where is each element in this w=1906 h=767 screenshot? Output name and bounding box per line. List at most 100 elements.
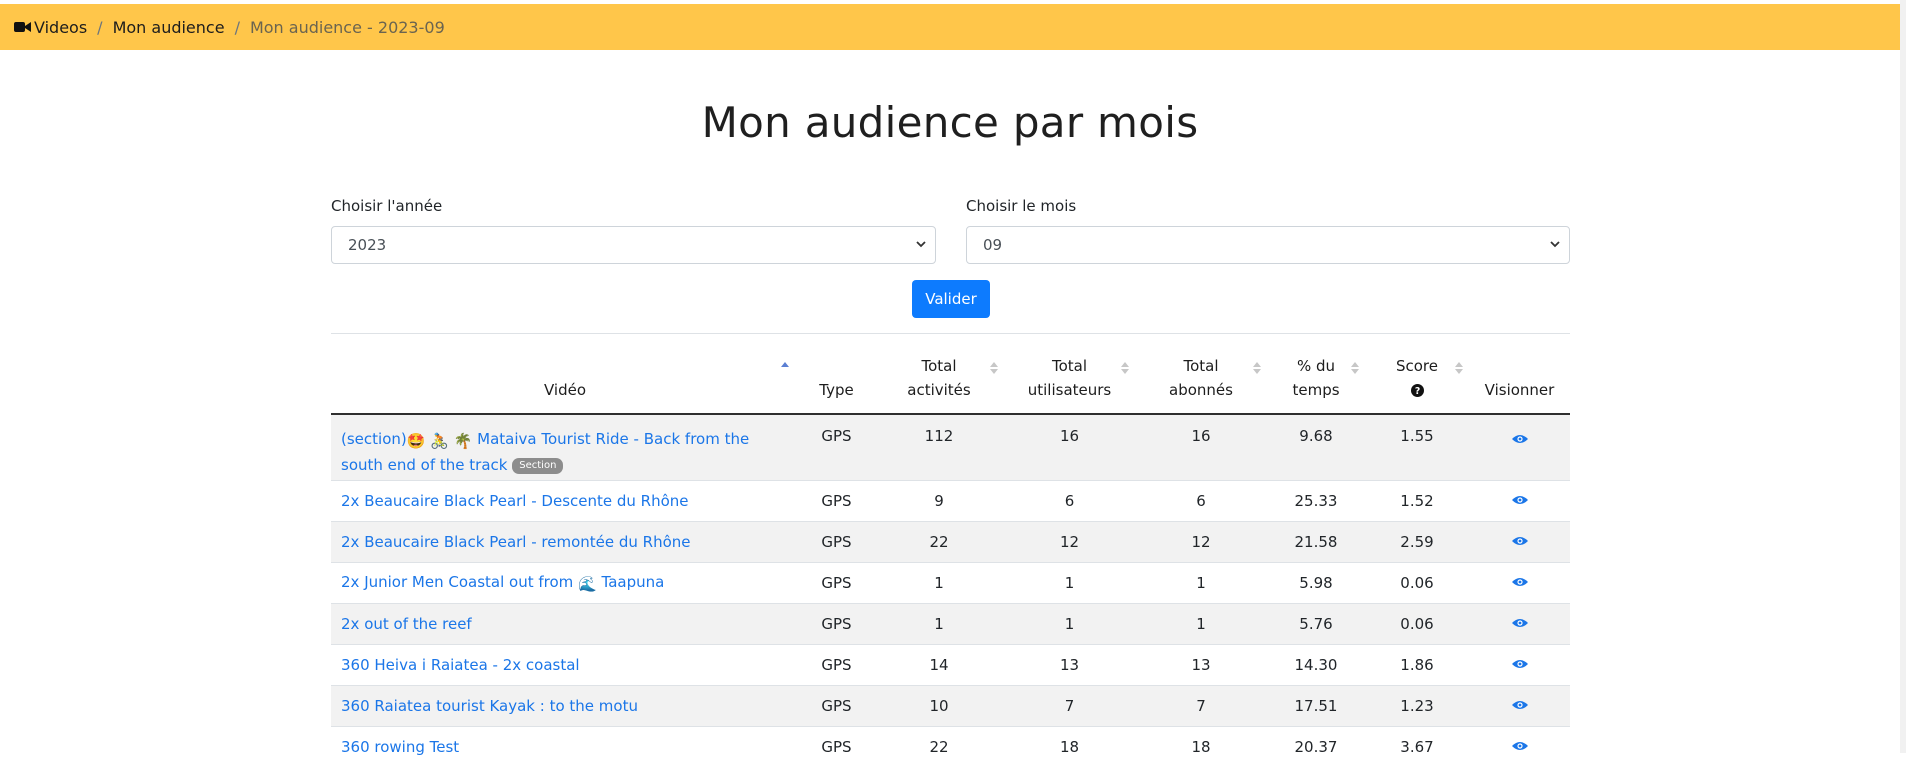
table-row: 2x out of the reef GPS 1 1 1 5.76 0.06 — [331, 602, 1570, 644]
score-cell: 2.59 — [1365, 520, 1469, 562]
header-utilisateurs[interactable]: Total utilisateurs — [1004, 334, 1135, 415]
header-score[interactable]: Score ? — [1365, 334, 1469, 415]
breadcrumb-separator: / — [97, 17, 103, 37]
utilisateurs-cell: 12 — [1004, 520, 1135, 562]
month-select[interactable]: 09 — [966, 226, 1570, 264]
svg-text:?: ? — [1414, 386, 1419, 397]
video-link[interactable]: 2x Junior Men Coastal out from 🌊 Taapuna — [331, 561, 799, 603]
score-cell: 0.06 — [1365, 561, 1469, 603]
eye-icon[interactable] — [1511, 699, 1528, 711]
eye-icon[interactable] — [1511, 658, 1528, 670]
utilisateurs-cell: 1 — [1004, 561, 1135, 603]
table-row: 360 Raiatea tourist Kayak : to the motu … — [331, 684, 1570, 726]
header-visionner: Visionner — [1469, 334, 1570, 415]
breadcrumb-videos-link[interactable]: Videos — [14, 18, 87, 37]
breadcrumb-current: Mon audience - 2023-09 — [249, 17, 445, 37]
temps-cell: 9.68 — [1267, 413, 1365, 480]
sort-icon — [990, 362, 998, 374]
video-link[interactable]: 360 rowing Test — [331, 725, 799, 767]
utilisateurs-cell: 13 — [1004, 643, 1135, 685]
eye-icon[interactable] — [1511, 494, 1528, 506]
section-divider — [331, 333, 1570, 334]
eye-icon[interactable] — [1511, 740, 1528, 752]
visionner-cell — [1469, 725, 1570, 767]
video-link[interactable]: 360 Raiatea tourist Kayak : to the motu — [331, 684, 799, 726]
month-select-value: 09 — [983, 236, 1003, 254]
breadcrumb-mon-audience-link[interactable]: Mon audience — [112, 17, 225, 37]
activites-cell: 1 — [874, 602, 1004, 644]
table-header-row: Vidéo Type Total activités Total utilisa… — [331, 334, 1570, 415]
breadcrumb-separator: / — [234, 17, 240, 37]
type-cell: GPS — [799, 413, 874, 480]
eye-icon[interactable] — [1511, 576, 1528, 588]
activites-cell: 9 — [874, 479, 1004, 521]
sort-icon — [1121, 362, 1129, 374]
header-score-label: Score — [1395, 357, 1438, 375]
header-video-label: Vidéo — [543, 381, 587, 399]
temps-cell: 25.33 — [1267, 479, 1365, 521]
video-link[interactable]: (section)🤩 🚴 🌴 Mataiva Tourist Ride - Ba… — [331, 413, 799, 480]
header-video[interactable]: Vidéo — [331, 334, 799, 415]
visionner-cell — [1469, 643, 1570, 685]
header-utilisateurs-line1: Total — [1051, 357, 1088, 375]
activites-cell: 22 — [874, 725, 1004, 767]
abonnes-cell: 13 — [1135, 643, 1267, 685]
year-label: Choisir l'année — [331, 197, 443, 215]
question-circle-icon[interactable]: ? — [1410, 384, 1424, 397]
temps-cell: 20.37 — [1267, 725, 1365, 767]
sort-icon — [1253, 362, 1261, 374]
month-label: Choisir le mois — [966, 197, 1077, 215]
header-abonnes-line1: Total — [1183, 357, 1219, 375]
utilisateurs-cell: 16 — [1004, 413, 1135, 480]
audience-table: Vidéo Type Total activités Total utilisa… — [331, 334, 1570, 767]
visionner-cell — [1469, 520, 1570, 562]
eye-icon[interactable] — [1511, 433, 1528, 445]
abonnes-cell: 1 — [1135, 561, 1267, 603]
temps-cell: 17.51 — [1267, 684, 1365, 726]
bicycle-emoji-icon: 🚴 — [430, 432, 449, 450]
activites-cell: 1 — [874, 561, 1004, 603]
score-cell: 3.67 — [1365, 725, 1469, 767]
table-row: 2x Beaucaire Black Pearl - Descente du R… — [331, 479, 1570, 521]
score-cell: 1.55 — [1365, 413, 1469, 480]
video-link[interactable]: 360 Heiva i Raiatea - 2x coastal — [331, 643, 799, 685]
temps-cell: 21.58 — [1267, 520, 1365, 562]
type-cell: GPS — [799, 602, 874, 644]
abonnes-cell: 7 — [1135, 684, 1267, 726]
table-row: 2x Junior Men Coastal out from 🌊 Taapuna… — [331, 561, 1570, 603]
activites-cell: 10 — [874, 684, 1004, 726]
eye-icon[interactable] — [1511, 617, 1528, 629]
utilisateurs-cell: 6 — [1004, 479, 1135, 521]
type-cell: GPS — [799, 725, 874, 767]
visionner-cell — [1469, 561, 1570, 603]
video-link[interactable]: 2x Beaucaire Black Pearl - remontée du R… — [331, 520, 799, 562]
valider-button[interactable]: Valider — [912, 280, 990, 318]
type-cell: GPS — [799, 520, 874, 562]
page-scrollbar[interactable] — [1900, 0, 1906, 753]
sort-icon — [1455, 362, 1463, 374]
video-link[interactable]: 2x Beaucaire Black Pearl - Descente du R… — [331, 479, 799, 521]
visionner-cell — [1469, 413, 1570, 480]
type-cell: GPS — [799, 643, 874, 685]
page-title: Mon audience par mois — [701, 98, 1199, 147]
star-struck-emoji-icon: 🤩 — [406, 432, 426, 450]
header-activites[interactable]: Total activités — [874, 334, 1004, 415]
video-link[interactable]: 2x out of the reef — [331, 602, 799, 644]
section-badge: Section — [512, 457, 564, 474]
score-cell: 1.86 — [1365, 643, 1469, 685]
temps-cell: 14.30 — [1267, 643, 1365, 685]
eye-icon[interactable] — [1511, 535, 1528, 547]
header-temps[interactable]: % du temps — [1267, 334, 1365, 415]
header-abonnes[interactable]: Total abonnés — [1135, 334, 1267, 415]
table-row: 2x Beaucaire Black Pearl - remontée du R… — [331, 520, 1570, 562]
wave-emoji-icon: 🌊 — [578, 574, 597, 593]
video-prefix: (section) — [341, 430, 407, 448]
breadcrumb-videos-label: Videos — [34, 17, 88, 37]
header-activites-line2: activités — [907, 381, 971, 399]
header-temps-line1: % du — [1296, 357, 1336, 375]
table-row: 360 rowing Test GPS 22 18 18 20.37 3.67 — [331, 725, 1570, 767]
year-select[interactable]: 2023 — [331, 226, 936, 264]
table-row: 360 Heiva i Raiatea - 2x coastal GPS 14 … — [331, 643, 1570, 685]
temps-cell: 5.98 — [1267, 561, 1365, 603]
type-cell: GPS — [799, 684, 874, 726]
